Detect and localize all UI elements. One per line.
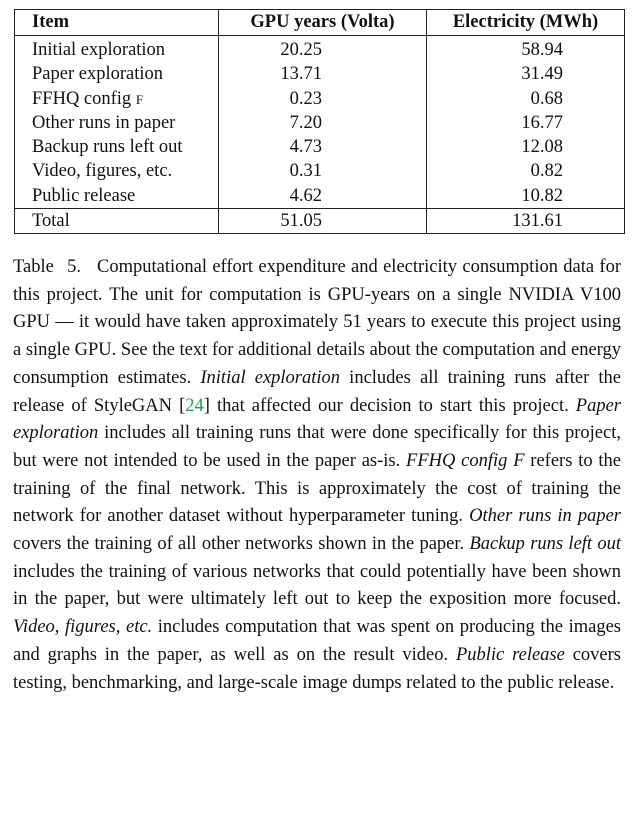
row-electricity: 12.08	[426, 135, 625, 160]
table-row: Video, figures, etc. 0.31 0.82	[14, 159, 625, 184]
citation-link[interactable]: 24	[185, 395, 204, 416]
caption-term: Public release	[455, 644, 565, 665]
caption-term: Initial exploration	[200, 367, 341, 388]
row-gpu-years: 0.23	[218, 86, 427, 111]
table-row: Initial exploration 20.25 58.94	[14, 35, 625, 63]
row-gpu-years: 0.31	[218, 159, 427, 184]
caption-term: Backup runs left out	[469, 534, 621, 555]
table-caption: Table 5. Computational effort expenditur…	[13, 254, 621, 697]
row-item: Video, figures, etc.	[14, 159, 219, 184]
caption-text: refers to the training of the final netw…	[13, 450, 621, 527]
caption-term: Other runs in paper	[469, 506, 621, 527]
table-total-row: Total 51.05 131.61	[14, 208, 625, 235]
config-letter: f	[135, 88, 144, 109]
caption-text: covers testing, benchmarking, and large-…	[13, 644, 621, 693]
caption-text: includes all training runs that were don…	[13, 423, 621, 471]
row-gpu-years: 13.71	[218, 62, 427, 87]
caption-term: Paper exploration	[13, 395, 621, 444]
table-row: FFHQ config f 0.23 0.68	[14, 86, 625, 111]
row-item: Other runs in paper	[14, 110, 219, 136]
row-electricity: 10.82	[426, 183, 625, 209]
caption-text: includes the training of various network…	[13, 561, 621, 610]
header-gpu-years: GPU years (Volta)	[218, 9, 427, 36]
caption-term: Video, figures, etc.	[13, 617, 153, 638]
row-gpu-years: 7.20	[218, 110, 427, 136]
row-gpu-years: 20.25	[218, 35, 427, 63]
row-electricity: 0.82	[426, 159, 625, 184]
row-item: Initial exploration	[14, 35, 219, 63]
caption-label: Table 5.	[13, 257, 82, 277]
row-electricity: 31.49	[426, 62, 625, 87]
compute-table: Item GPU years (Volta) Electricity (MWh)…	[14, 9, 625, 235]
caption-term: FFHQ config F	[406, 450, 525, 471]
row-item: Public release	[14, 183, 219, 209]
caption-text: includes computation that was spent on p…	[13, 617, 621, 665]
table-row: Other runs in paper 7.20 16.77	[14, 110, 625, 136]
row-electricity: 16.77	[426, 110, 625, 136]
row-item: Paper exploration	[14, 62, 219, 87]
table-5: Item GPU years (Volta) Electricity (MWh)…	[14, 9, 625, 235]
row-gpu-years: 4.62	[218, 183, 427, 209]
table-row: Paper exploration 13.71 31.49	[14, 62, 625, 87]
row-electricity: 58.94	[426, 35, 625, 63]
row-electricity: 0.68	[426, 86, 625, 111]
row-gpu-years: 4.73	[218, 135, 427, 160]
total-electricity: 131.61	[426, 208, 625, 235]
caption-text: ] that affected our decision to start th…	[203, 395, 576, 416]
header-electricity: Electricity (MWh)	[426, 9, 625, 36]
table-row: Public release 4.62 10.82	[14, 183, 625, 209]
row-item: FFHQ config f	[14, 86, 219, 111]
caption-text: includes all training runs after the rel…	[13, 367, 621, 416]
caption-text: covers the training of all other network…	[13, 534, 470, 555]
header-item: Item	[14, 9, 219, 36]
total-gpu-years: 51.05	[218, 208, 427, 235]
total-label: Total	[14, 208, 219, 235]
table-header-row: Item GPU years (Volta) Electricity (MWh)	[14, 9, 625, 36]
table-row: Backup runs left out 4.73 12.08	[14, 135, 625, 160]
row-item: Backup runs left out	[14, 135, 219, 160]
caption-text: Computational effort expenditure and ele…	[13, 257, 622, 388]
